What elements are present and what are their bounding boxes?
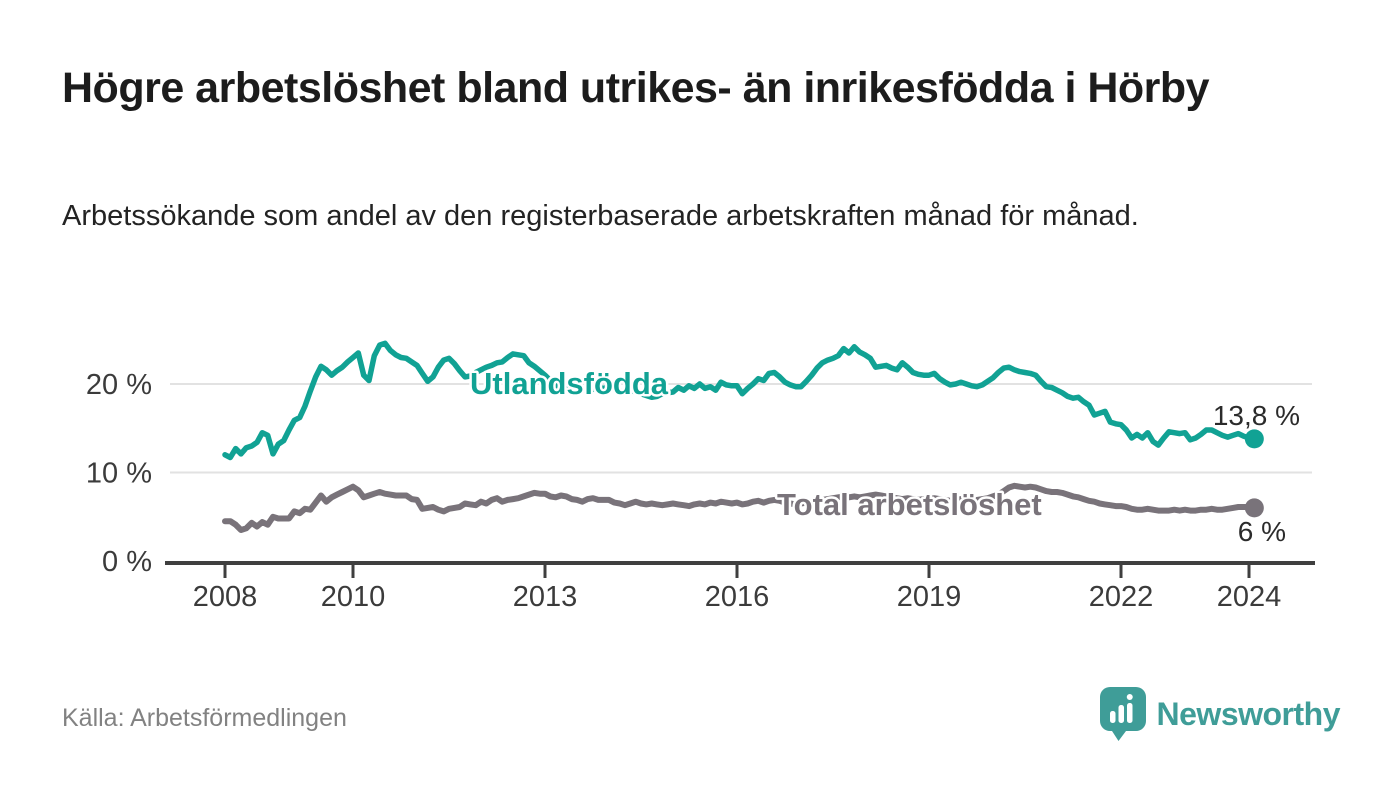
- utlandsfodda-line: [222, 340, 1258, 461]
- page-title: Högre arbetslöshet bland utrikes- än inr…: [62, 64, 1210, 112]
- x-tick-label-2016: 2016: [705, 581, 770, 613]
- newsworthy-pin-bar-chart-icon: [1099, 687, 1146, 741]
- x-tick-label-2013: 2013: [513, 581, 578, 613]
- x-tick-label-2019: 2019: [897, 581, 962, 613]
- end-dot-total: [1244, 498, 1264, 518]
- brand-name: Newsworthy: [1156, 695, 1341, 732]
- y-tick-label-20: 20 %: [86, 369, 152, 401]
- y-tick-label-10: 10 %: [86, 458, 152, 490]
- x-tick-label-2008: 2008: [193, 581, 258, 613]
- chart-subtitle: Arbetssökande som andel av den registerb…: [62, 200, 1139, 232]
- brand-logo: Newsworthy: [1099, 686, 1341, 742]
- source-caption: Källa: Arbetsförmedlingen: [62, 704, 347, 732]
- end-value-label-total: 6 %: [1238, 516, 1286, 547]
- total-line: [222, 482, 1258, 533]
- x-tick-label-2024: 2024: [1217, 581, 1282, 613]
- series-label-utlandsfodda: Utlandsfödda: [470, 366, 669, 401]
- end-dot-utlandsfodda: [1244, 429, 1264, 449]
- series-label-total: Total arbetslöshet: [777, 487, 1042, 522]
- x-tick-label-2010: 2010: [321, 581, 386, 613]
- y-tick-label-0: 0 %: [102, 546, 152, 578]
- x-tick-label-2022: 2022: [1089, 581, 1154, 613]
- line-chart: Utlandsfödda Total arbetslöshet 13,8 % 6 % 2…: [86, 340, 1315, 613]
- end-value-label-utlandsfodda: 13,8 %: [1213, 400, 1300, 431]
